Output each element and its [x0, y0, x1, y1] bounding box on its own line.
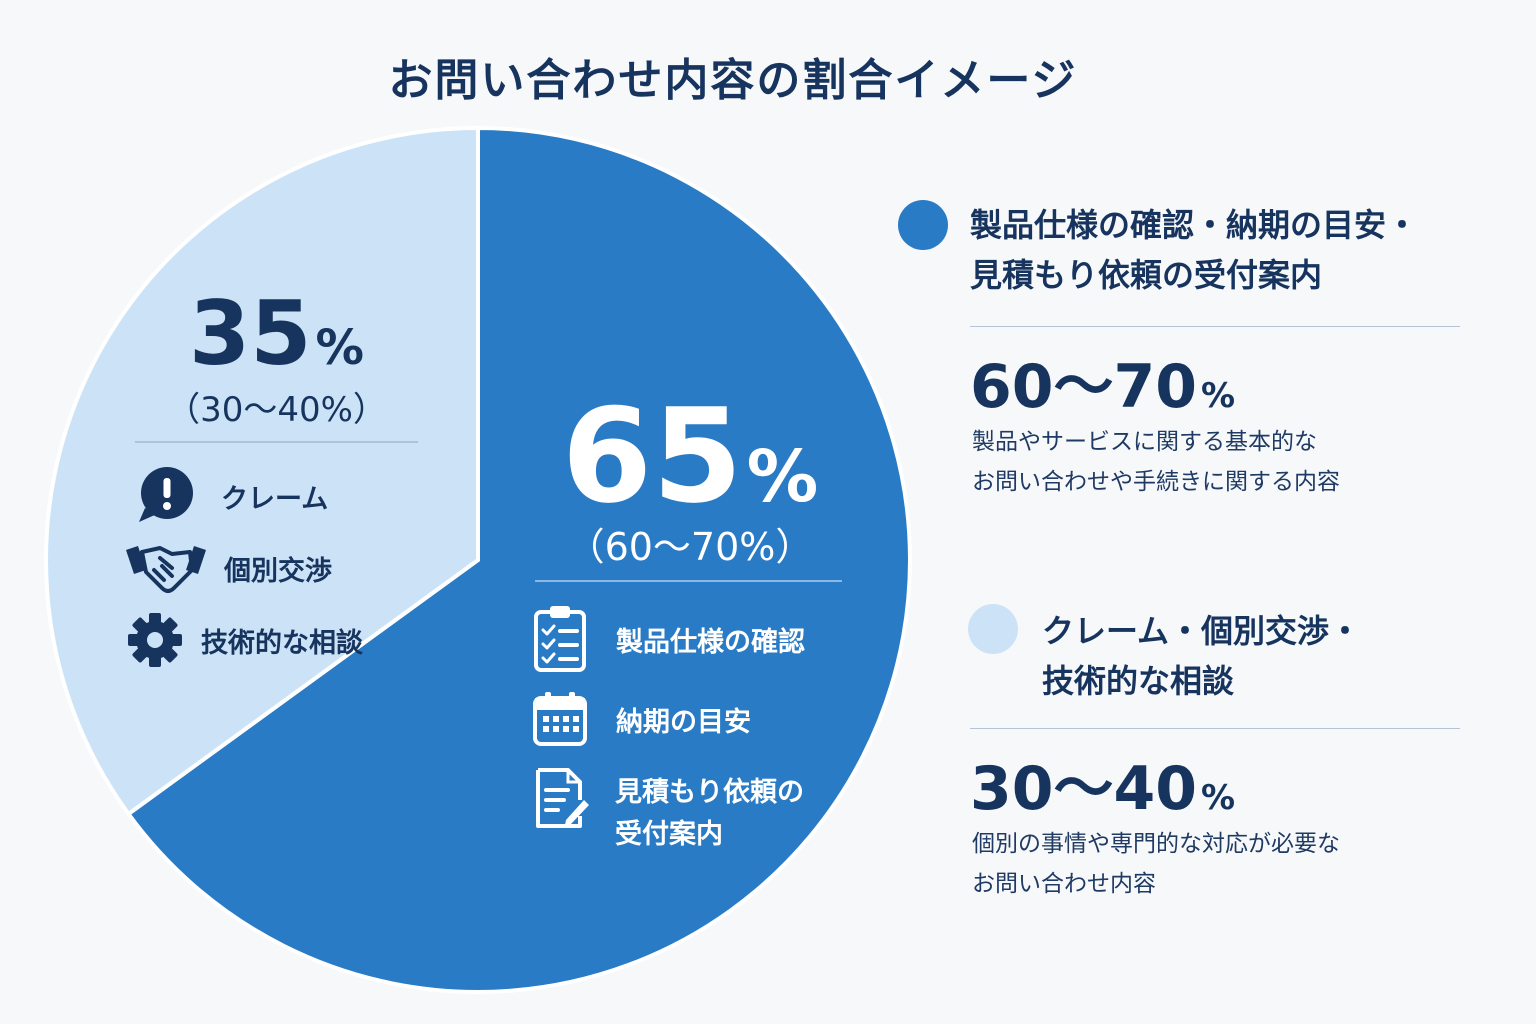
legend-title-line1: クレーム・個別交渉・ [1042, 612, 1362, 650]
legend-title-minor: クレーム・個別交渉・ 技術的な相談 [1042, 606, 1361, 706]
legend-desc-line1: 個別の事情や専門的な対応が必要な [972, 831, 1340, 857]
legend-range-value: 60～70 [970, 352, 1197, 422]
legend-range-symbol: % [1201, 778, 1236, 818]
main-item-label: 製品仕様の確認 [616, 626, 805, 658]
legend-desc-main: 製品やサービスに関する基本的な お問い合わせや手続きに関する内容 [972, 422, 1340, 502]
main-item-spec: 製品仕様の確認 [532, 604, 805, 674]
legend-desc-minor: 個別の事情や専門的な対応が必要な お問い合わせ内容 [972, 824, 1340, 904]
main-percent-symbol: % [746, 435, 819, 518]
gear-icon [128, 613, 182, 667]
legend-divider-minor [970, 728, 1460, 729]
pie-slice-main [125, 125, 912, 994]
main-item-label: 納期の目安 [616, 706, 751, 738]
minor-item-negotiation: 個別交渉 [122, 540, 332, 596]
legend-desc-line1: 製品やサービスに関する基本的な [972, 429, 1317, 455]
legend-range-main: 60～70% [970, 338, 1235, 425]
legend-range-value: 30～40 [970, 754, 1197, 824]
minor-percent: 35% [135, 282, 418, 385]
document-edit-icon [536, 768, 589, 828]
minor-item-label: クレーム [221, 483, 329, 515]
minor-item-label: 技術的な相談 [201, 627, 363, 659]
calendar-icon [533, 692, 587, 746]
clipboard-checklist-icon [534, 606, 586, 672]
exclamation-bubble-icon [139, 467, 193, 522]
main-item-label-line2: 受付案内 [615, 819, 723, 850]
page-title: お問い合わせ内容の割合イメージ [388, 55, 1078, 106]
minor-percent-value: 35 [189, 282, 312, 385]
main-percent-value: 65 [561, 380, 743, 532]
minor-item-claim: クレーム [135, 466, 328, 526]
main-item-estimate [532, 766, 590, 834]
legend-title-line2: 技術的な相談 [1042, 662, 1235, 700]
main-item-label-line1: 見積もり依頼の [615, 777, 804, 808]
main-item-delivery: 納期の目安 [532, 690, 751, 748]
legend-dot-minor [968, 604, 1018, 654]
legend-desc-line2: お問い合わせ内容 [972, 871, 1156, 897]
legend-title-main: 製品仕様の確認・納期の目安・ 見積もり依頼の受付案内 [970, 200, 1418, 300]
minor-percent-symbol: % [315, 320, 364, 376]
legend-range-symbol: % [1201, 376, 1236, 416]
legend-title-line2: 見積もり依頼の受付案内 [970, 256, 1323, 294]
main-range-label: （60～70%） [566, 525, 814, 569]
minor-item-technical: 技術的な相談 [127, 612, 363, 668]
legend-dot-main [898, 200, 948, 250]
legend-divider-main [970, 326, 1460, 327]
legend-range-minor: 30～40% [970, 740, 1235, 827]
legend-title-line1: 製品仕様の確認・納期の目安・ [970, 206, 1419, 244]
main-percent: 65% [535, 380, 845, 532]
legend-desc-line2: お問い合わせや手続きに関する内容 [972, 469, 1340, 495]
minor-item-label: 個別交渉 [224, 555, 332, 587]
main-item-estimate-label: 見積もり依頼の 受付案内 [615, 772, 804, 856]
minor-range-label: （30～40%） [166, 390, 387, 430]
handshake-icon [126, 546, 206, 593]
